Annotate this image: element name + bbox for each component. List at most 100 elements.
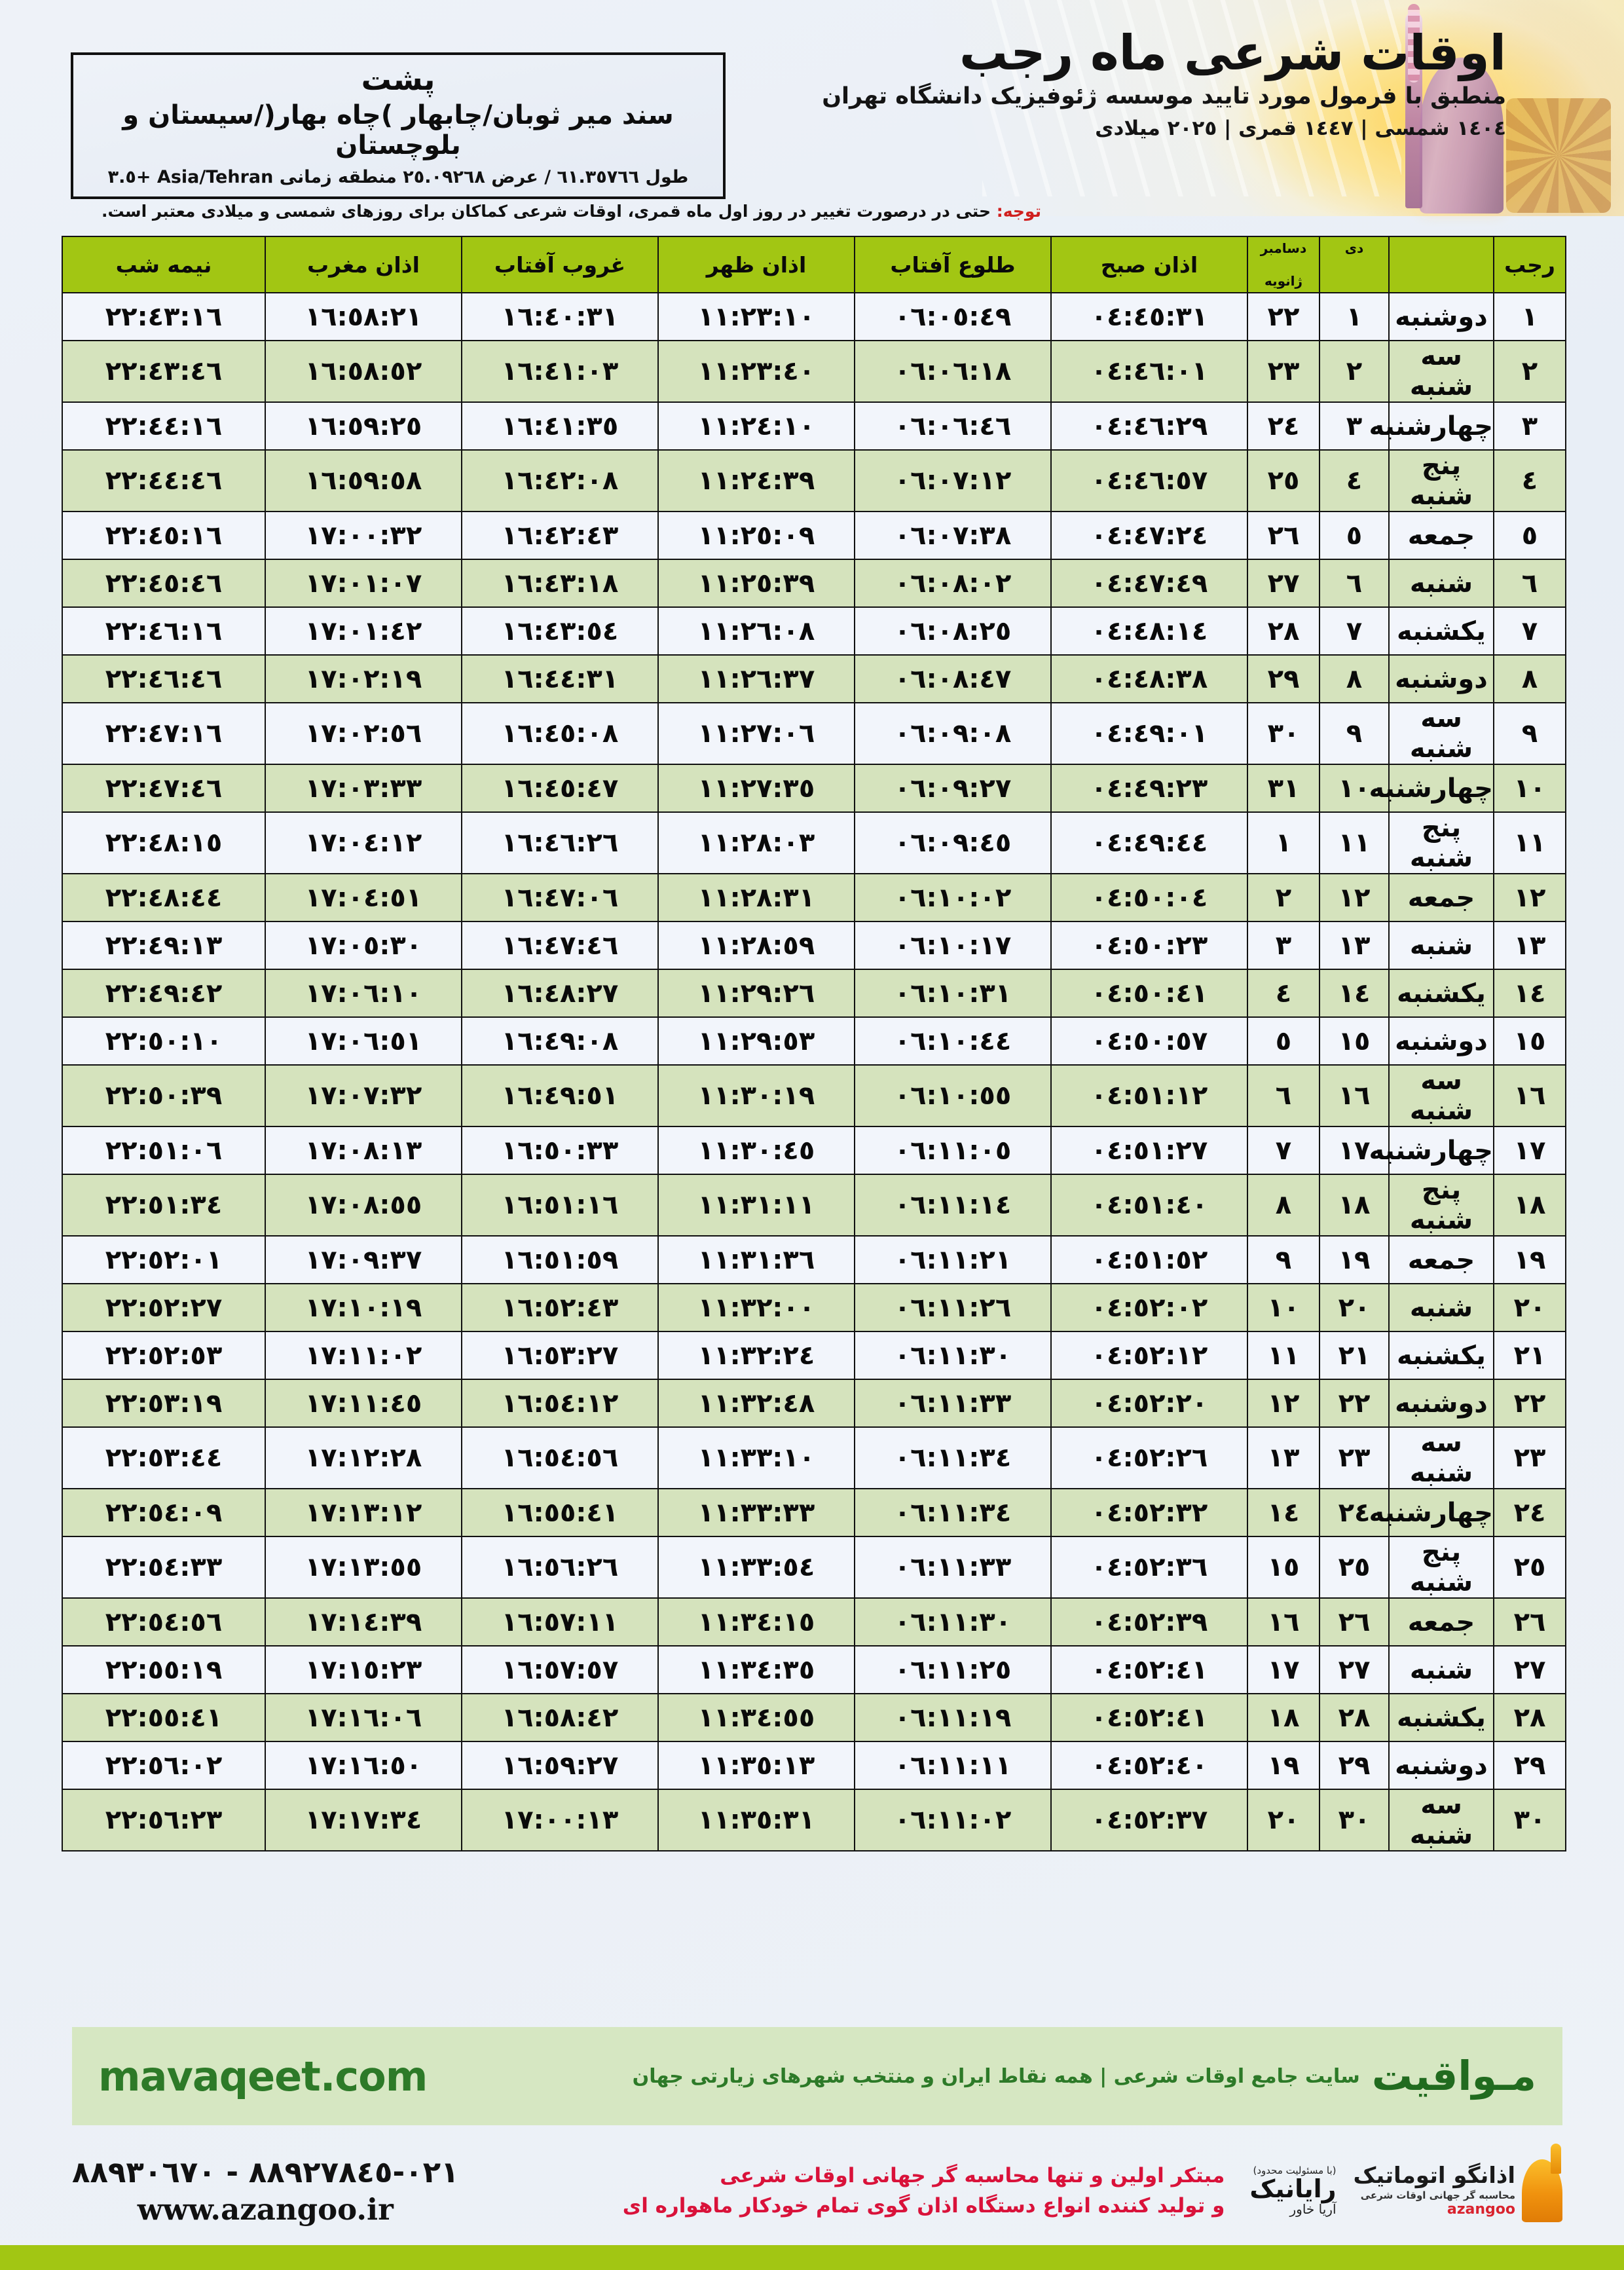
- day-number-dey: ٢١: [1319, 1331, 1390, 1380]
- time-sunrise: ٠٦:٠٨:٢٥: [854, 606, 1052, 656]
- time-maghrib: ١٧:١٦:٠٦: [265, 1693, 462, 1742]
- time-noon: ١١:٣٣:٥٤: [657, 1536, 855, 1599]
- location-coordinates: طول ٦١.٣٥٧٦٦ / عرض ٢٥.٠٩٢٦٨ منطقه زمانی …: [107, 166, 689, 187]
- table-row: ٦ شنبه ٦ ٢٧ ٠٤:٤٧:٤٩ ٠٦:٠٨:٠٢ ١١:٢٥:٣٩ ١٦:٤٣:١٨…: [62, 559, 1566, 608]
- day-number-gregorian: ٦: [1247, 1064, 1320, 1127]
- time-noon: ١١:٣٠:٤٥: [657, 1126, 855, 1175]
- time-sunrise: ٠٦:١١:٣٠: [854, 1331, 1052, 1380]
- time-sunrise: ٠٦:١٠:٤٤: [854, 1016, 1052, 1066]
- time-maghrib: ١٦:٥٨:٢١: [265, 292, 462, 341]
- note-row: توجه: حتی در درصورت تغییر در روز اول ماه…: [0, 202, 1624, 221]
- time-sunrise: ٠٦:١٠:٠٢: [854, 873, 1052, 922]
- weekday-name: جمعه: [1388, 873, 1494, 922]
- time-sunset: ١٦:٤٣:٥٤: [461, 606, 659, 656]
- day-number-rajab: ٢٢: [1493, 1379, 1566, 1428]
- table-row: ٨ دوشنبه ٨ ٢٩ ٠٤:٤٨:٣٨ ٠٦:٠٨:٤٧ ١١:٢٦:٣٧ ١٦:٤٤:…: [62, 654, 1566, 703]
- time-noon: ١١:٢٨:٥٩: [657, 921, 855, 970]
- time-maghrib: ١٧:٠٤:٥١: [265, 873, 462, 922]
- time-sunrise: ٠٦:٠٩:٠٨: [854, 702, 1052, 765]
- table-row: ٣٠ سه شنبه ٣٠ ٢٠ ٠٤:٥٢:٣٧ ٠٦:١١:٠٢ ١١:٣٥:٣١ ١٧:…: [62, 1789, 1566, 1851]
- table-row: ٢٩ دوشنبه ٢٩ ١٩ ٠٤:٥٢:٤٠ ٠٦:١١:١١ ١١:٣٥:١٣ ١٦:٥…: [62, 1741, 1566, 1790]
- weekday-name: یکشنبه: [1388, 969, 1494, 1018]
- day-number-rajab: ١٥: [1493, 1016, 1566, 1066]
- day-number-gregorian: ١٩: [1247, 1741, 1320, 1790]
- time-sunrise: ٠٦:١٠:٣١: [854, 969, 1052, 1018]
- time-noon: ١١:٢٥:٠٩: [657, 511, 855, 560]
- time-midnight: ٢٢:٥٤:٣٣: [62, 1536, 266, 1599]
- time-midnight: ٢٢:٥٢:٠١: [62, 1235, 266, 1284]
- time-noon: ١١:٣٥:١٣: [657, 1741, 855, 1790]
- day-number-dey: ٢٥: [1319, 1536, 1390, 1599]
- footer-website-link[interactable]: mavaqeet.com: [98, 2052, 428, 2100]
- time-noon: ١١:٣٢:٠٠: [657, 1283, 855, 1332]
- table-row: ٢٦ جمعه ٢٦ ١٦ ٠٤:٥٢:٣٩ ٠٦:١١:٣٠ ١١:٣٤:١٥ ١٦:٥٧:…: [62, 1597, 1566, 1647]
- time-maghrib: ١٧:٠٨:١٣: [265, 1126, 462, 1175]
- weekday-name: چهارشنبه: [1369, 764, 1494, 813]
- day-number-dey: ٤: [1319, 449, 1390, 512]
- day-number-rajab: ١١: [1493, 811, 1566, 874]
- time-fajr: ٠٤:٥٢:٢٦: [1050, 1426, 1248, 1489]
- day-number-gregorian: ١٨: [1247, 1693, 1320, 1742]
- time-sunrise: ٠٦:٠٨:٤٧: [854, 654, 1052, 703]
- table-row: ٢٣ سه شنبه ٢٣ ١٣ ٠٤:٥٢:٢٦ ٠٦:١١:٣٤ ١١:٣٣:١٠ ١٦:…: [62, 1426, 1566, 1489]
- day-number-dey: ٢٢: [1319, 1379, 1390, 1428]
- time-sunset: ١٦:٥٤:٥٦: [461, 1426, 659, 1489]
- time-midnight: ٢٢:٥٠:١٠: [62, 1016, 266, 1066]
- time-fajr: ٠٤:٥٢:٤٠: [1050, 1741, 1248, 1790]
- day-number-rajab: ٢٠: [1493, 1283, 1566, 1332]
- time-noon: ١١:٢٦:٣٧: [657, 654, 855, 703]
- weekday-name: یکشنبه: [1388, 606, 1494, 656]
- footer-contact: ٠٢١-٨٨٩٢٧٨٤٥ - ٨٨٩٣٠٦٧٠ www.azangoo.ir: [72, 2155, 459, 2227]
- time-sunset: ١٦:٤٠:٣١: [461, 292, 659, 341]
- light-rays-decoration: [982, 0, 1401, 196]
- day-number-rajab: ٢٦: [1493, 1597, 1566, 1647]
- time-sunrise: ٠٦:٠٧:٣٨: [854, 511, 1052, 560]
- footer-azangoo-website[interactable]: www.azangoo.ir: [137, 2192, 394, 2227]
- time-sunrise: ٠٦:٠٩:٤٥: [854, 811, 1052, 874]
- col-header-sunset: غروب آفتاب: [461, 236, 659, 293]
- day-number-gregorian: ٧: [1247, 1126, 1320, 1175]
- day-number-gregorian: ٤: [1247, 969, 1320, 1018]
- day-number-gregorian: ٩: [1247, 1235, 1320, 1284]
- day-number-rajab: ٢٨: [1493, 1693, 1566, 1742]
- day-number-gregorian: ١: [1247, 811, 1320, 874]
- time-maghrib: ١٧:٠٢:٥٦: [265, 702, 462, 765]
- weekday-name: دوشنبه: [1388, 292, 1494, 341]
- time-midnight: ٢٢:٤٥:٤٦: [62, 559, 266, 608]
- day-number-dey: ١٢: [1319, 873, 1390, 922]
- table-row: ٢٢ دوشنبه ٢٢ ١٢ ٠٤:٥٢:٢٠ ٠٦:١١:٣٣ ١١:٣٢:٤٨ ١٦:٥…: [62, 1379, 1566, 1428]
- day-number-rajab: ١٧: [1493, 1126, 1566, 1175]
- table-row: ٥ جمعه ٥ ٢٦ ٠٤:٤٧:٢٤ ٠٦:٠٧:٣٨ ١١:٢٥:٠٩ ١٦:٤٢:٤٣…: [62, 511, 1566, 560]
- col-header-weekday: [1388, 236, 1494, 293]
- weekday-name: سه شنبه: [1388, 702, 1494, 765]
- time-sunrise: ٠٦:١١:٢٥: [854, 1645, 1052, 1694]
- time-midnight: ٢٢:٤٦:١٦: [62, 606, 266, 656]
- time-noon: ١١:٢٤:١٠: [657, 401, 855, 451]
- time-noon: ١١:٣٤:٥٥: [657, 1693, 855, 1742]
- time-fajr: ٠٤:٤٦:٥٧: [1050, 449, 1248, 512]
- time-maghrib: ١٧:٠٦:١٠: [265, 969, 462, 1018]
- time-sunset: ١٦:٤١:٠٣: [461, 340, 659, 403]
- table-row: ٧ یکشنبه ٧ ٢٨ ٠٤:٤٨:١٤ ٠٦:٠٨:٢٥ ١١:٢٦:٠٨ ١٦:٤٣:…: [62, 606, 1566, 656]
- day-number-rajab: ١: [1493, 292, 1566, 341]
- time-maghrib: ١٧:١٣:١٢: [265, 1488, 462, 1537]
- time-maghrib: ١٧:٠٠:٣٢: [265, 511, 462, 560]
- table-row: ٩ سه شنبه ٩ ٣٠ ٠٤:٤٩:٠١ ٠٦:٠٩:٠٨ ١١:٢٧:٠٦ ١٦:٤٥…: [62, 702, 1566, 765]
- table-row: ١٥ دوشنبه ١٥ ٥ ٠٤:٥٠:٥٧ ٠٦:١٠:٤٤ ١١:٢٩:٥٣ ١٦:٤٩…: [62, 1016, 1566, 1066]
- time-noon: ١١:٣٢:٤٨: [657, 1379, 855, 1428]
- day-number-gregorian: ١٥: [1247, 1536, 1320, 1599]
- time-midnight: ٢٢:٥٦:٠٢: [62, 1741, 266, 1790]
- day-number-dey: ٢٠: [1319, 1283, 1390, 1332]
- note-keyword: توجه:: [996, 202, 1041, 221]
- time-midnight: ٢٢:٥١:٣٤: [62, 1174, 266, 1237]
- time-maghrib: ١٧:١٧:٣٤: [265, 1789, 462, 1851]
- time-midnight: ٢٢:٥٥:١٩: [62, 1645, 266, 1694]
- time-sunset: ١٦:٥٠:٣٣: [461, 1126, 659, 1175]
- weekday-name: پنج شنبه: [1388, 1536, 1494, 1599]
- weekday-name: جمعه: [1388, 1597, 1494, 1647]
- day-number-dey: ٢٧: [1319, 1645, 1390, 1694]
- time-sunrise: ٠٦:٠٦:١٨: [854, 340, 1052, 403]
- table-row: ١٩ جمعه ١٩ ٩ ٠٤:٥١:٥٢ ٠٦:١١:٢١ ١١:٣١:٣٦ ١٦:٥١:٥…: [62, 1235, 1566, 1284]
- time-sunrise: ٠٦:١٠:٥٥: [854, 1064, 1052, 1127]
- time-fajr: ٠٤:٤٥:٣١: [1050, 292, 1248, 341]
